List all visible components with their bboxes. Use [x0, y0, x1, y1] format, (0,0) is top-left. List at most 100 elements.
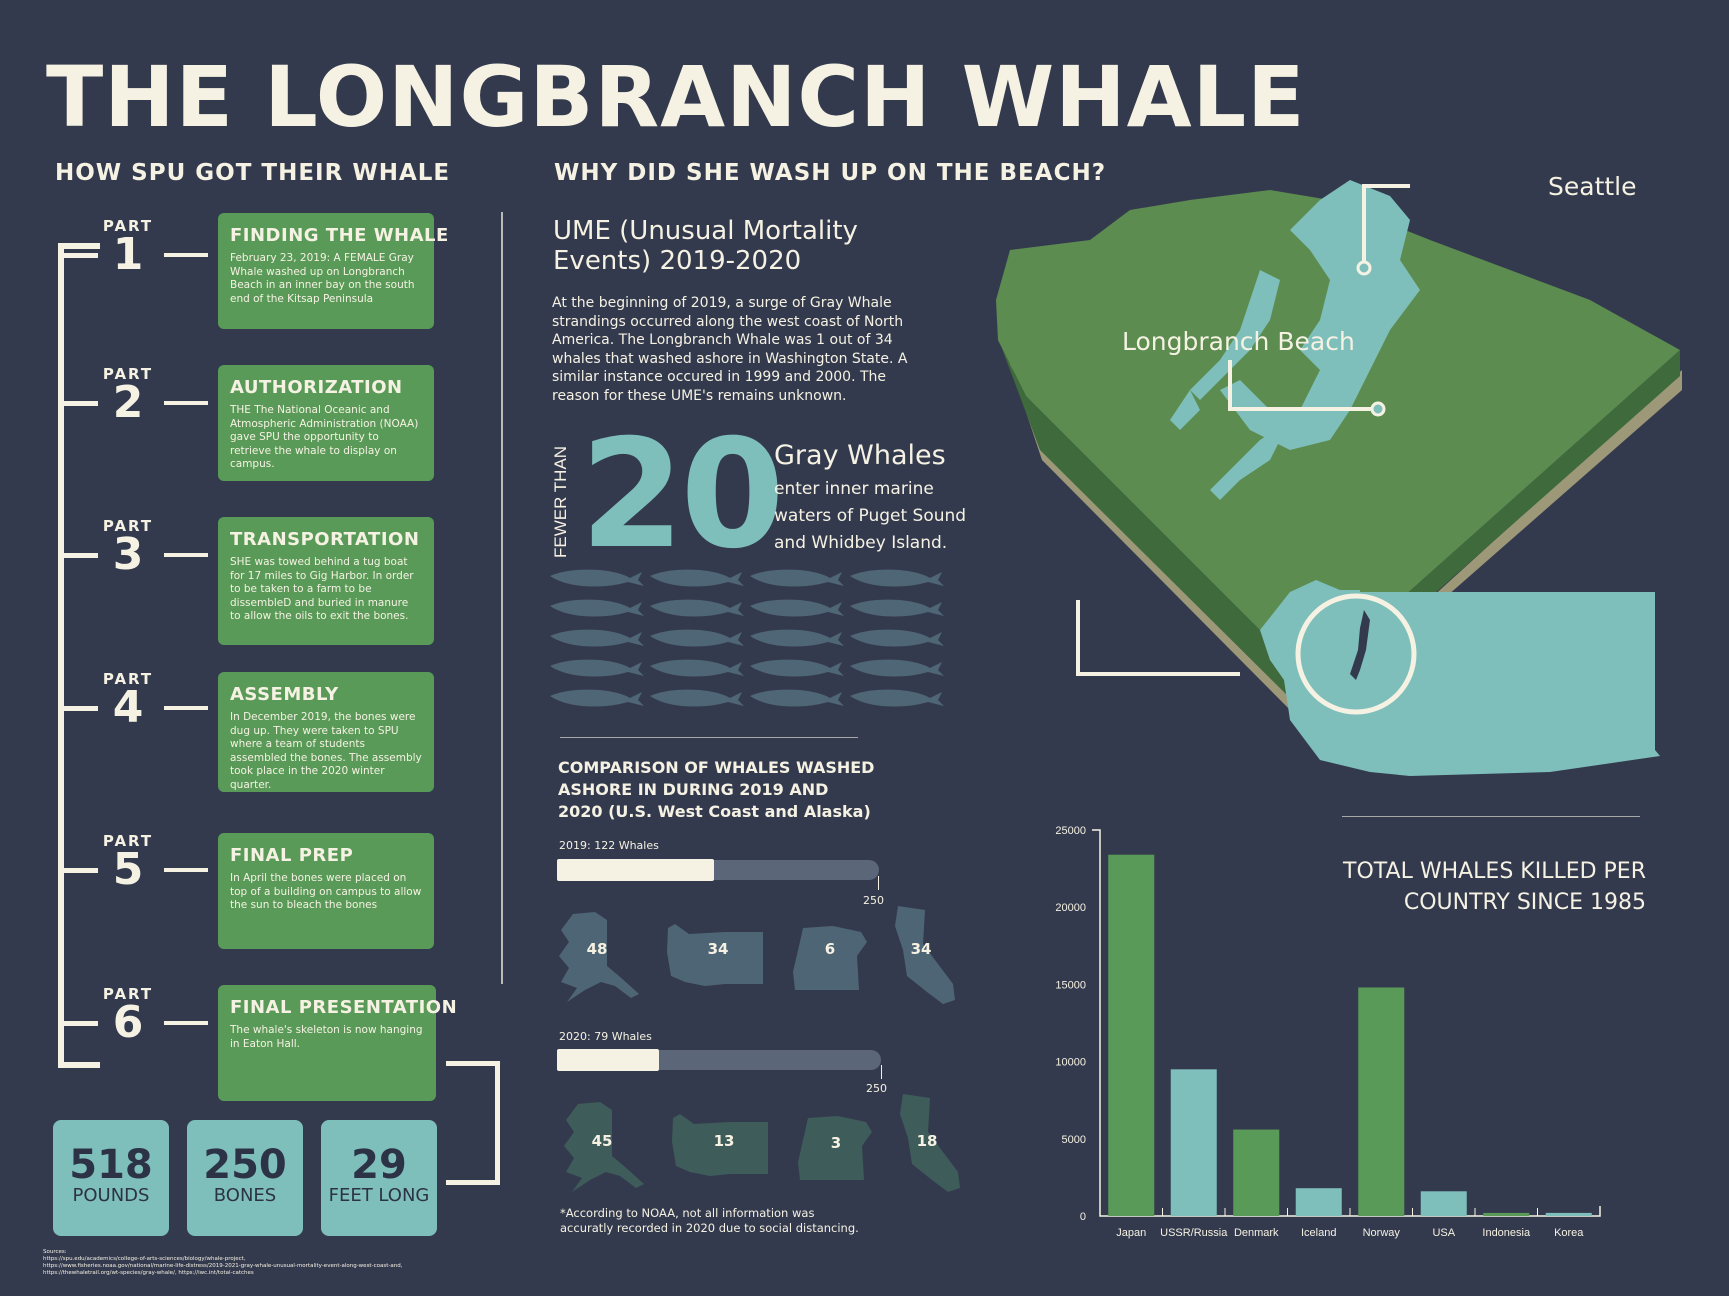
whale-icon [550, 599, 644, 617]
part-card-3: TRANSPORTATION SHE was towed behind a tug… [218, 517, 434, 645]
whale-icon [550, 659, 644, 677]
section-rule [1342, 816, 1640, 817]
whale-icon [850, 659, 944, 677]
alaska-shape [564, 1102, 644, 1192]
states-2019 [559, 906, 955, 1004]
seattle-marker [1356, 260, 1372, 276]
state-count-california-2020: 18 [916, 1132, 938, 1150]
x-tick-label: USSR/Russia [1160, 1227, 1228, 1239]
whale-icon [750, 599, 844, 617]
year-2019-max-tick [878, 876, 879, 890]
timeline-branch [60, 253, 98, 258]
gray-whales-title: Gray Whales [774, 440, 946, 471]
part-word: PART [102, 365, 154, 383]
timeline-cap-top [58, 243, 100, 249]
whales-killed-chart: 0 5000 10000 15000 20000 25000 Japan USSR/Russi… [1055, 825, 1601, 1239]
timeline-connector [164, 253, 208, 257]
longbranch-leader [1228, 360, 1372, 411]
state-count-alaska-2019: 48 [586, 940, 608, 958]
longbranch-beach-label: Longbranch Beach [1122, 327, 1355, 356]
part-card-title: TRANSPORTATION [230, 529, 420, 550]
whale-icon [750, 629, 844, 647]
column-divider [501, 212, 503, 984]
year-2020-bar [557, 1049, 659, 1071]
whale-icon [650, 599, 744, 617]
timeline-part-4: PART 4 [60, 670, 218, 750]
year-2019-max-label: 250 [863, 894, 884, 907]
whale-icon [550, 689, 644, 707]
part-card-4: ASSEMBLY In December 2019, the bones were… [218, 672, 434, 792]
year-2020-label: 2020: 79 Whales [559, 1030, 652, 1043]
y-tick-label: 15000 [1055, 979, 1086, 991]
timeline-connector [164, 706, 208, 710]
whale-icon-grid [550, 569, 944, 707]
part-number: 2 [112, 377, 144, 428]
part-card-title: FINAL PREP [230, 845, 354, 866]
part-card-6: FINAL PRESENTATION The whale's skeleton i… [218, 985, 458, 1101]
comparison-title: COMPARISON OF WHALES WASHED ASHORE IN DU… [558, 758, 875, 821]
x-tick-label: USA [1432, 1227, 1455, 1239]
part-card-5: FINAL PREP In April the bones were placed… [218, 833, 434, 949]
whale-icon [750, 569, 844, 587]
ume-body: At the beginning of 2019, a surge of Gra… [552, 295, 908, 404]
map-earth-side [998, 338, 1680, 708]
part-number: 5 [112, 844, 144, 895]
part-card-title: AUTHORIZATION [230, 377, 403, 398]
part-word: PART [102, 217, 154, 235]
stat-value: 29 [351, 1142, 407, 1188]
whale-icon [850, 569, 944, 587]
bar-japan [1108, 854, 1155, 1216]
part-card-1: FINDING THE WHALE February 23, 2019: A FE… [218, 213, 448, 329]
whale-icon [750, 659, 844, 677]
seattle-leader [1362, 184, 1410, 262]
longbranch-marker [1370, 401, 1386, 417]
timeline-part-2: PART 2 [60, 365, 218, 445]
year-2020-max-tick [881, 1065, 882, 1079]
gray-whales-body: enter inner marine waters of Puget Sound… [774, 479, 967, 553]
bar-korea [1545, 1212, 1592, 1216]
year-2020-max-label: 250 [866, 1082, 887, 1095]
whale-icon [750, 689, 844, 707]
stats-bracket [446, 1061, 500, 1185]
california-shape [900, 1094, 960, 1192]
part-word: PART [102, 517, 154, 535]
timeline-connector [164, 401, 208, 405]
inset-leader [1076, 600, 1240, 676]
inset-sound [1350, 610, 1370, 680]
part-card-text: The whale's skeleton is now hanging in E… [230, 1024, 423, 1050]
california-shape [895, 906, 955, 1004]
part-card-text: THE The National Oceanic and Atmospheric… [230, 404, 419, 470]
state-count-alaska-2020: 45 [591, 1132, 613, 1150]
stat-weight: 518 POUNDS [53, 1120, 169, 1236]
year-2019-bar [557, 859, 714, 881]
stat-unit: BONES [213, 1185, 277, 1206]
left-section-heading: HOW SPU GOT THEIR WHALE [55, 160, 451, 186]
stat-unit: POUNDS [72, 1185, 150, 1206]
part-number: 4 [112, 682, 144, 733]
x-tick-label: Japan [1116, 1227, 1146, 1239]
timeline-connector [164, 553, 208, 557]
chart-title: TOTAL WHALES KILLED PER COUNTRY SINCE 19… [1343, 859, 1646, 915]
part-card-text: In April the bones were placed on top of… [230, 872, 422, 911]
timeline-connector [164, 1021, 208, 1025]
part-card-title: FINAL PRESENTATION [230, 997, 458, 1018]
stat-length: 29 FEET LONG [321, 1120, 437, 1236]
bar-ussr-russia [1170, 1069, 1217, 1216]
x-tick-label: Indonesia [1482, 1227, 1531, 1239]
bar-norway [1358, 987, 1405, 1216]
timeline-part-3: PART 3 [60, 517, 218, 597]
stat-unit: FEET LONG [328, 1185, 430, 1206]
part-card-text: In December 2019, the bones were dug up.… [230, 711, 422, 791]
fewer-than-text: FEWER THAN [551, 446, 570, 558]
part-number: 6 [112, 997, 144, 1048]
timeline-part-5: PART 5 [60, 832, 218, 912]
part-word: PART [102, 670, 154, 688]
seattle-label: Seattle [1548, 172, 1637, 201]
part-word: PART [102, 832, 154, 850]
ume-title: UME (Unusual Mortality Events) 2019-2020 [553, 216, 858, 276]
sources-note: Sources: https://spu.edu/academics/colle… [43, 1249, 403, 1276]
puget-sound-map [996, 180, 1682, 776]
part-number: 3 [112, 529, 144, 580]
timeline-branch [60, 1021, 98, 1026]
year-2019-label: 2019: 122 Whales [559, 839, 659, 852]
